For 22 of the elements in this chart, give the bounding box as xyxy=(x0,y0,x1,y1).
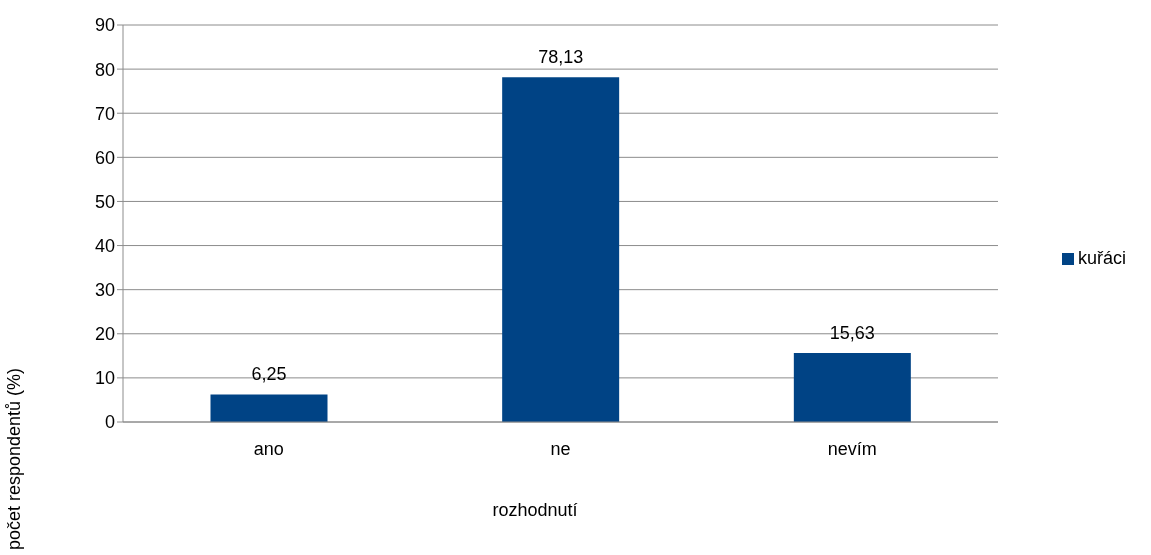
y-tick-label: 80 xyxy=(94,59,115,80)
bar xyxy=(502,77,620,422)
data-label: 6,25 xyxy=(251,364,287,385)
y-tick-label: 70 xyxy=(94,103,115,124)
y-tick-label: 60 xyxy=(94,147,115,168)
y-axis-title: počet respondentů (%) xyxy=(4,367,25,550)
y-tick-label: 40 xyxy=(94,235,115,256)
bar xyxy=(793,353,911,422)
legend-label: kuřáci xyxy=(1078,248,1127,269)
x-axis-title: rozhodnutí xyxy=(491,500,579,521)
x-tick-label: nevím xyxy=(827,438,877,459)
y-tick-label: 20 xyxy=(94,324,115,345)
y-tick-label: 50 xyxy=(94,191,115,212)
y-tick-label: 90 xyxy=(94,15,115,36)
data-label: 15,63 xyxy=(829,323,875,344)
y-tick-label: 0 xyxy=(104,412,115,433)
y-tick-label: 30 xyxy=(94,280,115,301)
y-tick-label: 10 xyxy=(94,368,115,389)
x-tick-label: ne xyxy=(550,438,571,459)
x-tick-label: ano xyxy=(253,438,284,459)
data-label: 78,13 xyxy=(538,47,584,68)
bar xyxy=(210,394,328,422)
